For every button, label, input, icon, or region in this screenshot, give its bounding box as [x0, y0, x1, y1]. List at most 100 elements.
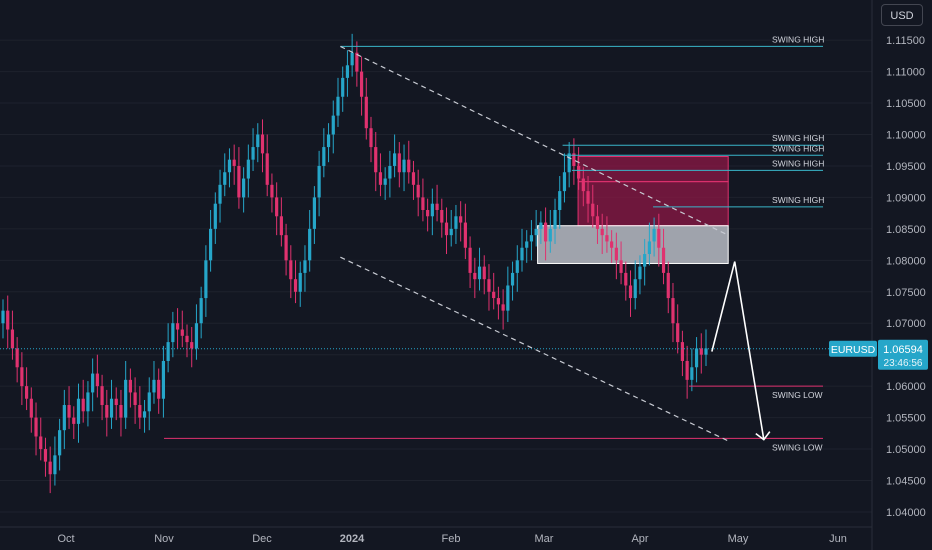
candle-body — [393, 153, 397, 166]
candle-body — [293, 279, 298, 292]
candle-body — [260, 134, 265, 154]
time-axis[interactable]: Oct Nov Dec 2024 Feb Mar Apr May Jun — [0, 526, 872, 545]
candle-body — [525, 241, 529, 248]
y-tick-label: 1.10000 — [886, 129, 926, 141]
candle-body — [595, 216, 600, 229]
swing-level-label: SWING HIGH — [772, 133, 824, 143]
candle-body — [577, 165, 581, 179]
candle-body — [138, 405, 142, 418]
x-tick-label: Jun — [829, 533, 847, 545]
candle-body — [397, 153, 401, 173]
candle-body — [440, 209, 444, 223]
candle-body — [308, 228, 312, 261]
swing-level-label: SWING HIGH — [772, 34, 824, 44]
candle-body — [190, 342, 194, 349]
candle-body — [171, 323, 175, 343]
candle-body — [157, 379, 161, 399]
candle-body — [62, 405, 66, 431]
candle-body — [468, 247, 472, 273]
y-tick-label: 1.04500 — [886, 476, 926, 488]
last-price-value: 1.06594 — [883, 344, 923, 356]
candle-body — [562, 172, 567, 192]
candle-body — [81, 398, 85, 412]
candle-body — [58, 430, 62, 456]
candle-body — [411, 172, 416, 185]
y-tick-label: 1.06000 — [886, 381, 926, 393]
candle-body — [76, 398, 81, 424]
candle-body — [298, 272, 302, 292]
candle-body — [477, 266, 482, 280]
candle-body — [426, 209, 430, 217]
candle-body — [213, 203, 217, 229]
candle-body — [119, 405, 123, 418]
supply-zone — [577, 181, 729, 227]
price-axis[interactable]: 1.11500 1.11000 1.10500 1.10000 1.09500 1.090… — [871, 0, 926, 550]
candle-body — [1, 310, 5, 324]
swing-level-label: SWING HIGH — [772, 143, 824, 153]
candle-body — [388, 165, 392, 179]
candle-body — [341, 77, 345, 97]
candle-body — [114, 398, 118, 406]
candle-body — [657, 228, 661, 248]
candle-body — [48, 461, 52, 475]
y-tick-label: 1.07000 — [886, 318, 926, 330]
supply-zone — [577, 156, 729, 183]
symbol-tag — [829, 340, 877, 357]
candle-body — [520, 247, 524, 261]
candle-body — [166, 342, 170, 361]
currency-button[interactable]: USD — [881, 4, 923, 26]
candle-body — [624, 272, 628, 286]
candle-body — [204, 260, 208, 299]
y-tick-label: 1.10500 — [886, 98, 926, 110]
price-tag: EURUSD 1.06594 23:46:56 — [829, 339, 928, 370]
candle-body — [378, 172, 383, 185]
candle-body — [482, 266, 486, 280]
candle-body — [407, 159, 411, 173]
candle-body — [619, 260, 623, 273]
candle-body — [147, 392, 151, 412]
y-tick-label: 1.05500 — [886, 413, 926, 425]
candle-body — [100, 386, 104, 406]
candle-body — [133, 392, 137, 406]
y-tick-label: 1.11500 — [886, 35, 925, 47]
projection-arrowhead — [755, 431, 771, 441]
candle-body — [265, 153, 269, 185]
candle-body — [676, 323, 680, 343]
candle-body — [142, 411, 147, 418]
candle-body — [459, 216, 463, 223]
swing-level-label: SWING LOW — [772, 442, 823, 452]
candle-body — [67, 405, 71, 418]
candle-body — [473, 272, 477, 280]
candle-body — [492, 291, 496, 299]
candle-body — [152, 379, 156, 393]
candle-body — [586, 191, 590, 204]
candle-body — [501, 304, 505, 311]
x-tick-label: Oct — [57, 533, 74, 545]
candle-body — [284, 235, 288, 261]
candle-body — [194, 323, 199, 349]
x-tick-label: Apr — [631, 533, 648, 545]
candle-body — [529, 235, 534, 242]
candle-body — [421, 197, 425, 210]
x-tick-label: Mar — [535, 533, 554, 545]
candle-body — [487, 279, 491, 292]
candle-body — [208, 228, 213, 261]
candle-body — [694, 348, 699, 368]
candle-body — [359, 71, 364, 97]
candle-body — [643, 254, 647, 267]
candle-body — [34, 417, 38, 437]
last-price-tag — [878, 339, 928, 370]
candle-body — [242, 178, 246, 198]
candle-body — [350, 52, 354, 66]
candle-body — [685, 360, 689, 380]
candle-body — [435, 203, 439, 210]
demand-zone — [537, 225, 729, 264]
x-tick-label: May — [728, 533, 749, 545]
candle-body — [539, 222, 543, 229]
candle-body — [548, 228, 552, 242]
candle-body — [647, 241, 651, 255]
candle-body — [128, 379, 132, 393]
candle-body — [303, 260, 307, 273]
candle-body — [553, 209, 557, 229]
